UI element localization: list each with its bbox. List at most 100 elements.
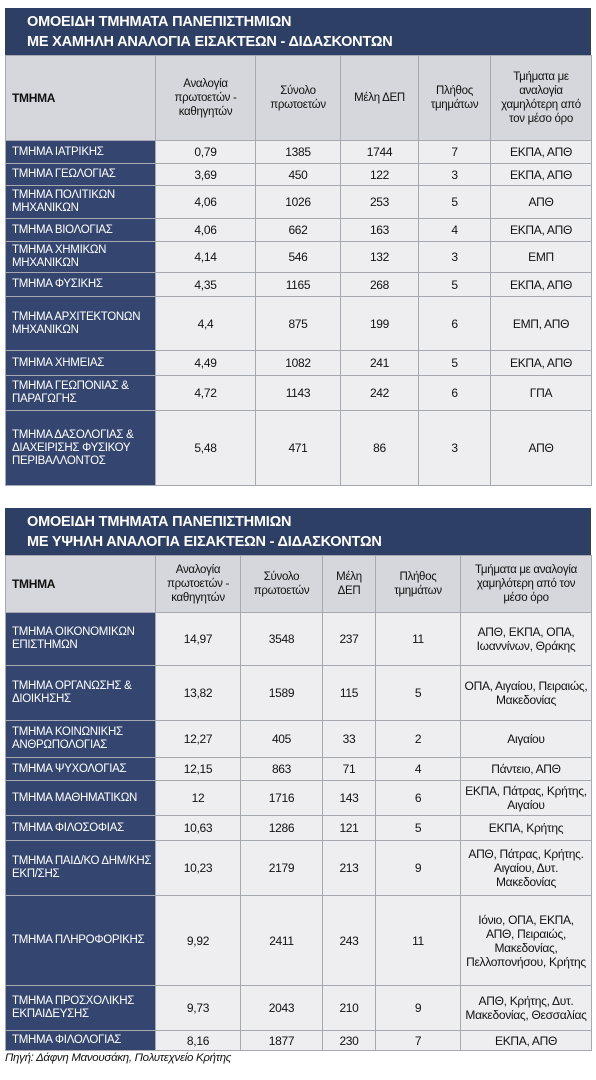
table-row: ΤΜΗΜΑ ΠΑΙΔ/ΚΟ ΔΗΜ/ΚΗΣ ΕΚΠ/ΣΗΣ 10,23 2179 21… (5, 840, 592, 896)
header-cell: Πλήθος τμημάτων (375, 555, 461, 613)
header-cell: Πλήθος τμημάτων (418, 55, 491, 141)
header-row: ΤΜΗΜΑ Αναλογία πρωτοετών - καθηγητών Σύνολ… (5, 555, 592, 613)
value-cell: ΑΠΘ, ΕΚΠΑ, ΟΠΑ, Ιωαννίνων, Θράκης (460, 612, 592, 666)
value-cell: 115 (322, 665, 376, 721)
value-cell: 10,63 (155, 815, 241, 841)
department-cell: ΤΜΗΜΑ ΚΟΙΝΩΝΙΚΗΣ ΑΝΘΡΩΠΟΛΟΓΙΑΣ (5, 720, 156, 758)
value-cell: 5 (375, 815, 461, 841)
value-cell: 450 (255, 163, 341, 186)
value-cell: 546 (255, 241, 341, 273)
department-cell: ΤΜΗΜΑ ΠΟΛΙΤΙΚΩΝ ΜΗΧΑΝΙΚΩΝ (5, 185, 156, 219)
value-cell: 4 (375, 757, 461, 781)
value-cell: 4,49 (155, 350, 256, 376)
value-cell: 1165 (255, 272, 341, 297)
value-cell: 7 (418, 140, 491, 164)
header-cell: Τμήματα με αναλογία χαμηλότερη από τον μ… (460, 555, 592, 613)
value-cell: 71 (322, 757, 376, 781)
header-cell: Τμήματα με αναλογία χαμηλότερη από τον μ… (490, 55, 592, 141)
value-cell: 2043 (240, 985, 323, 1031)
value-cell: 5 (375, 665, 461, 721)
value-cell: 7 (375, 1030, 461, 1051)
value-cell: 86 (340, 410, 419, 486)
department-cell: ΤΜΗΜΑ ΠΡΟΣΧΟΛΙΚΗΣ ΕΚΠΑΙΔΕΥΣΗΣ (5, 985, 156, 1031)
table-row: ΤΜΗΜΑ ΓΕΩΠΟΝΙΑΣ & ΠΑΡΑΓΩΓΗΣ 4,72 1143 242 6 Γ… (5, 375, 592, 411)
value-cell: 4,06 (155, 218, 256, 242)
value-cell: 9 (375, 840, 461, 896)
header-cell: Σύνολο πρωτοετών (255, 55, 341, 141)
value-cell: 1286 (240, 815, 323, 841)
department-cell: ΤΜΗΜΑ ΧΗΜΙΚΩΝ ΜΗΧΑΝΙΚΩΝ (5, 241, 156, 273)
value-cell: 1716 (240, 780, 323, 816)
title-line: ΜΕ ΧΑΜΗΛΗ ΑΝΑΛΟΓΙΑ ΕΙΣΑΚΤΕΩΝ - ΔΙΔΑΣΚΟΝΤ… (27, 34, 393, 50)
value-cell: ΕΚΠΑ, Πάτρας, Κρήτης, Αιγαίου (460, 780, 592, 816)
value-cell: 210 (322, 985, 376, 1031)
value-cell: ΑΠΘ, Κρήτης, Δυτ. Μακεδονίας, Θεσσαλίας (460, 985, 592, 1031)
value-cell: 11 (375, 895, 461, 986)
value-cell: ΟΠΑ, Αιγαίου, Πειραιώς, Μακεδονίας (460, 665, 592, 721)
value-cell: 9 (375, 985, 461, 1031)
department-cell: ΤΜΗΜΑ ΠΛΗΡΟΦΟΡΙΚΗΣ (5, 895, 156, 986)
value-cell: ΕΚΠΑ, ΑΠΘ (490, 272, 592, 297)
table-row: ΤΜΗΜΑ ΜΑΘΗΜΑΤΙΚΩΝ 12 1716 143 6 ΕΚΠΑ, Πάτρας,… (5, 780, 592, 816)
value-cell: 121 (322, 815, 376, 841)
table-block: ΟΜΟΕΙΔΗ ΤΜΗΜΑΤΑ ΠΑΝΕΠΙΣΤΗΜΙΩΝ ΜΕ ΧΑΜΗΛΗ Α… (5, 8, 592, 486)
department-cell: ΤΜΗΜΑ ΔΑΣΟΛΟΓΙΑΣ & ΔΙΑΧΕΙΡΙΣΗΣ ΦΥΣΙΚΟΥ Π… (5, 410, 156, 486)
table-row: ΤΜΗΜΑ ΑΡΧΙΤΕΚΤΟΝΩΝ ΜΗΧΑΝΙΚΩΝ 4,4 875 199 6 ΕΜ… (5, 296, 592, 351)
value-cell: ΑΠΘ, Πάτρας, Κρήτης. Αιγαίου, Δυτ. Μακεδ… (460, 840, 592, 896)
department-cell: ΤΜΗΜΑ ΙΑΤΡΙΚΗΣ (5, 140, 156, 164)
value-cell: 3 (418, 241, 491, 273)
table-row: ΤΜΗΜΑ ΦΙΛΟΣΟΦΙΑΣ 10,63 1286 121 5 ΕΚΠΑ, Κρήτη… (5, 815, 592, 841)
value-cell: 6 (418, 375, 491, 411)
value-cell: 268 (340, 272, 419, 297)
value-cell: ΕΚΠΑ, ΑΠΘ (460, 1030, 592, 1051)
department-cell: ΤΜΗΜΑ ΜΑΘΗΜΑΤΙΚΩΝ (5, 780, 156, 816)
value-cell: Ιόνιο, ΟΠΑ, ΕΚΠΑ, ΑΠΘ, Πειραιώς, Μακεδον… (460, 895, 592, 986)
value-cell: 6 (375, 780, 461, 816)
value-cell: 132 (340, 241, 419, 273)
value-cell: ΕΚΠΑ, ΑΠΘ (490, 163, 592, 186)
value-cell: 875 (255, 296, 341, 351)
table-row: ΤΜΗΜΑ ΠΡΟΣΧΟΛΙΚΗΣ ΕΚΠΑΙΔΕΥΣΗΣ 9,73 2043 210… (5, 985, 592, 1031)
value-cell: 863 (240, 757, 323, 781)
value-cell: 241 (340, 350, 419, 376)
value-cell: 5 (418, 185, 491, 219)
value-cell: 230 (322, 1030, 376, 1051)
table-row: ΤΜΗΜΑ ΦΙΛΟΛΟΓΙΑΣ 8,16 1877 230 7 ΕΚΠΑ, ΑΠΘ (5, 1030, 592, 1051)
table-row: ΤΜΗΜΑ ΓΕΩΛΟΓΙΑΣ 3,69 450 122 3 ΕΚΠΑ, ΑΠΘ (5, 163, 592, 186)
value-cell: ΕΚΠΑ, Κρήτης (460, 815, 592, 841)
value-cell: 2411 (240, 895, 323, 986)
table-row: ΤΜΗΜΑ ΙΑΤΡΙΚΗΣ 0,79 1385 1744 7 ΕΚΠΑ, ΑΠΘ (5, 140, 592, 164)
value-cell: Πάντειο, ΑΠΘ (460, 757, 592, 781)
value-cell: ΑΠΘ (490, 185, 592, 219)
value-cell: 213 (322, 840, 376, 896)
value-cell: 12 (155, 780, 241, 816)
department-cell: ΤΜΗΜΑ ΓΕΩΠΟΝΙΑΣ & ΠΑΡΑΓΩΓΗΣ (5, 375, 156, 411)
value-cell: 5,48 (155, 410, 256, 486)
value-cell: 4,14 (155, 241, 256, 273)
value-cell: 1744 (340, 140, 419, 164)
value-cell: 13,82 (155, 665, 241, 721)
header-row: ΤΜΗΜΑ Αναλογία πρωτοετών - καθηγητών Σύνολ… (5, 55, 592, 141)
table-row: ΤΜΗΜΑ ΟΙΚΟΝΟΜΙΚΩΝ ΕΠΙΣΤΗΜΩΝ 14,97 3548 237 1… (5, 612, 592, 666)
value-cell: 163 (340, 218, 419, 242)
value-cell: 143 (322, 780, 376, 816)
value-cell: 2179 (240, 840, 323, 896)
table-body: ΤΜΗΜΑ Αναλογία πρωτοετών - καθηγητών Σύνολ… (5, 55, 592, 486)
value-cell: 12,27 (155, 720, 241, 758)
header-cell: Σύνολο πρωτοετών (240, 555, 323, 613)
value-cell: 199 (340, 296, 419, 351)
value-cell: Αιγαίου (460, 720, 592, 758)
source-note: Πηγή: Δάφνη Μανουσάκη, Πολυτεχνείο Κρήτη… (5, 1052, 232, 1064)
data-table: ΤΜΗΜΑ Αναλογία πρωτοετών - καθηγητών Σύνολ… (5, 55, 592, 486)
value-cell: 8,16 (155, 1030, 241, 1051)
value-cell: 242 (340, 375, 419, 411)
header-cell: Μέλη ΔΕΠ (340, 55, 419, 141)
value-cell: 4,72 (155, 375, 256, 411)
value-cell: 4 (418, 218, 491, 242)
value-cell: 9,92 (155, 895, 241, 986)
value-cell: 33 (322, 720, 376, 758)
value-cell: 405 (240, 720, 323, 758)
value-cell: 471 (255, 410, 341, 486)
